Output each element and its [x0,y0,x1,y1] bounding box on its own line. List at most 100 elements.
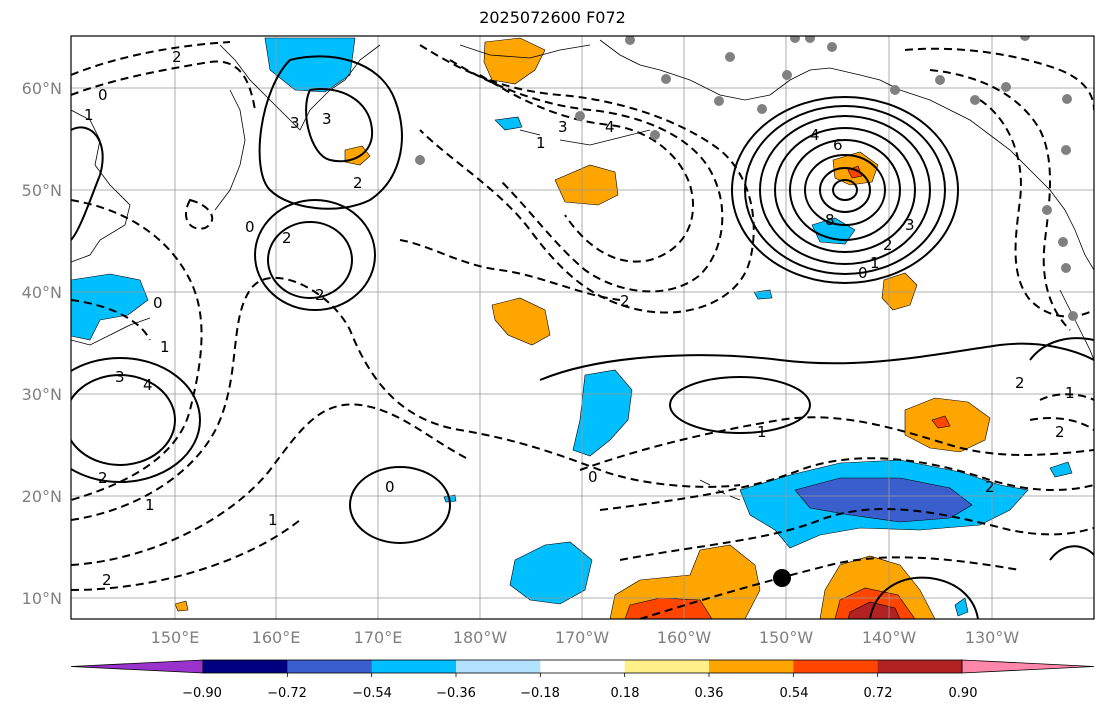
station-dot [805,36,815,43]
contour-label: 0 [858,264,868,282]
lon-tick-label: 150°W [759,628,814,647]
station-dot [575,111,585,121]
black-marker-dot [773,569,791,587]
colorbar-extend-low [70,659,204,674]
contour-dashed [419,44,755,314]
station-dot [1020,36,1030,41]
station-dot [725,52,735,62]
station-dot [890,85,900,95]
lat-tick-label: 40°N [22,283,62,302]
contour-label: 8 [825,211,835,229]
contour-solid [349,466,451,544]
lon-tick-label: 150°E [151,628,200,647]
contour-label: 6 [833,136,843,154]
contour-dashed [71,41,231,76]
contour-label: 0 [153,294,163,312]
contour-label: 2 [1015,374,1025,392]
contour-dashed [929,69,1071,331]
contour-label: 1 [268,511,278,529]
contour-dashed [71,276,741,521]
lat-tick-label: 60°N [22,79,62,98]
contour-solid [669,376,811,434]
contour-label: 1 [145,496,155,514]
gridlines [71,36,1094,619]
colorbar-tick-label: −0.72 [267,686,307,701]
station-dot [1042,205,1052,215]
lon-tick-label: 170°E [354,628,403,647]
shade-positive [491,297,551,346]
colorbar-swatch [456,660,541,673]
station-dot [1068,311,1078,321]
contour-dashed [979,99,1094,318]
shade-positive [609,544,761,619]
contour-solid [71,357,201,483]
colorbar-swatch [793,660,879,673]
station-dot [790,36,800,43]
shade-negative [572,369,633,457]
shade-deep-positive [847,601,901,619]
contour-dashed [904,47,1094,111]
contour-label: 0 [385,478,395,496]
contour-solid [869,576,979,619]
lat-tick-label: 10°N [22,589,62,608]
contour-label: 1 [757,423,767,441]
contour-dashed [399,239,621,301]
contour-label: 2 [102,571,112,589]
shade-positive [174,600,189,612]
station-dot [757,104,767,114]
colorbar-swatch [540,660,626,673]
contour-label: 1 [870,254,880,272]
lat-tick-label: 30°N [22,385,62,404]
station-dot [827,42,837,52]
contour-label: 2 [883,236,893,254]
contour-label: 4 [810,126,820,144]
station-dot [1061,263,1071,273]
colorbar-swatch [877,660,963,673]
contour-label: 2 [172,48,182,66]
contour-label: 1 [1065,384,1075,402]
contour-solid [254,199,376,311]
contour-label: 2 [282,229,292,247]
station-dot [415,155,425,165]
coast-kamchatka-west [214,89,246,211]
contour-dashed [579,416,1094,471]
contour-solid [1029,337,1094,361]
contour-label: 1 [536,134,546,152]
contour-label: 2 [315,286,325,304]
contour-label: 2 [620,292,630,310]
shade-strong-positive [931,415,951,429]
shade-negative [954,597,969,617]
contour-label: 3 [115,368,125,386]
colorbar-tick-label: 0.36 [695,686,724,701]
colorbar-tick-label: 0.90 [949,686,978,701]
colorbar-swatch [624,660,710,673]
map-title: 2025072600 F072 [479,8,626,27]
shade-negative [71,273,149,341]
contour-dashed [449,59,724,293]
colorbar-tick-labels: −0.90 −0.72 −0.54 −0.36 −0.18 0.18 0.36 … [182,686,977,701]
contour-label: 2 [98,469,108,487]
contour-label: 0 [245,218,255,236]
colorbar-swatch [371,660,457,673]
station-dot [714,96,724,106]
contour-dashed [71,199,203,501]
coast-aleutians [459,44,651,146]
lon-tick-label: 170°W [555,628,610,647]
lon-tick-label: 160°E [252,628,301,647]
shade-positive [483,37,546,85]
coast-asia [71,109,131,263]
lon-tick-label: 130°W [965,628,1020,647]
lat-tick-label: 20°N [22,487,62,506]
coast-alaska [599,39,1094,271]
station-dot [935,75,945,85]
contour-solid [804,154,886,226]
station-dots [415,36,1078,321]
shade-positive [554,164,619,206]
contour-dashed [639,556,1021,619]
station-dot [625,36,635,45]
contour-dashed [599,457,1094,511]
dashed-contours [71,41,1094,619]
contour-solid [744,105,946,275]
contour-dashed [1029,417,1094,431]
station-dot [1061,145,1071,155]
